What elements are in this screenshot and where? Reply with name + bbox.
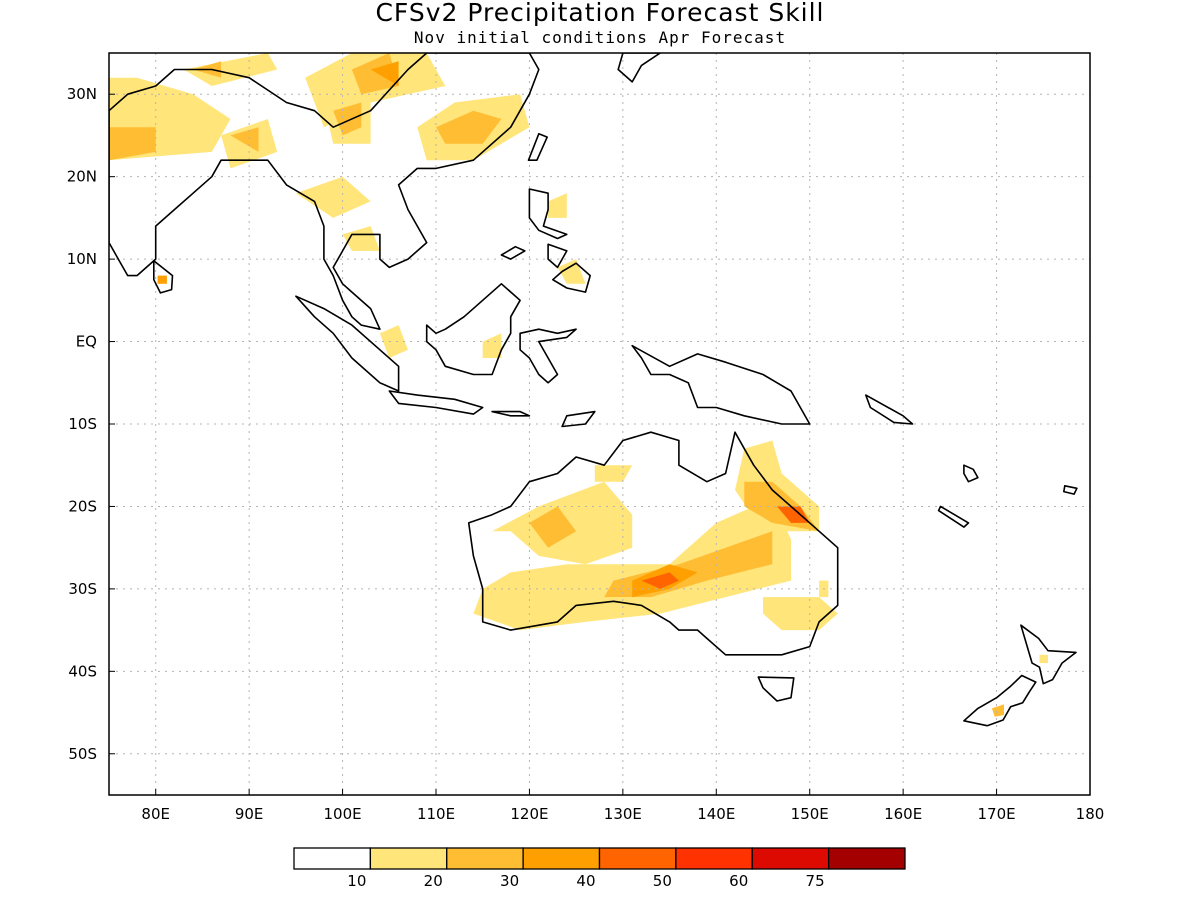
skill-region-16	[548, 193, 567, 218]
skill-region-10	[333, 102, 362, 136]
coastline-5	[519, 328, 577, 384]
lon-tick-label: 90E	[235, 805, 264, 823]
lon-tick-label: 150E	[791, 805, 829, 823]
coastline-9	[467, 431, 839, 656]
skill-region-15	[379, 325, 408, 358]
lat-tick-label: 30S	[68, 580, 97, 598]
colorbar: 10 20 30 40 50 60 75	[293, 847, 906, 890]
colorbar-label: 50	[653, 872, 672, 890]
skill-region-32	[1039, 654, 1048, 664]
coastline-20	[937, 505, 970, 528]
skill-region-22	[473, 498, 791, 631]
coastline-22	[617, 53, 662, 83]
colorbar-swatch-5	[675, 847, 753, 870]
coastlines	[109, 53, 1078, 727]
skill-region-2	[183, 53, 278, 86]
coastline-13	[527, 133, 549, 161]
lat-tick-label: 10S	[68, 415, 97, 433]
longitude-axis: 80E 90E 100E 110E 120E 130E 140E 150E 160E 170E 18…	[141, 789, 1104, 823]
skill-region-14	[342, 226, 380, 251]
colorbar-label: 20	[424, 872, 443, 890]
coastline-14	[528, 188, 568, 240]
coastline-21	[1063, 484, 1078, 495]
coastline-7	[491, 410, 531, 417]
coastline-6	[631, 344, 811, 425]
lat-tick-label: 20S	[68, 497, 97, 515]
colorbar-swatch-7	[827, 847, 906, 870]
skill-region-17	[557, 259, 586, 284]
skill-region-1	[109, 127, 156, 161]
skill-region-13	[295, 176, 371, 218]
coastline-18	[864, 394, 914, 425]
skill-region-12	[436, 110, 502, 144]
lat-tick-label: 30N	[67, 85, 97, 103]
map-title: CFSv2 Precipitation Forecast Skill	[375, 0, 825, 27]
coastline-12	[963, 674, 1037, 727]
coastline-11	[1020, 624, 1077, 685]
latitude-axis: 30N 20N 10N EQ 10S 20S 30S 40S 50S	[67, 85, 115, 763]
skill-region-7	[351, 53, 399, 95]
lon-tick-label: 80E	[141, 805, 170, 823]
skill-region-21	[529, 506, 577, 548]
lon-tick-label: 120E	[510, 805, 548, 823]
lon-tick-label: 140E	[697, 805, 735, 823]
skill-region-19	[157, 275, 167, 284]
coastline-3	[388, 390, 484, 415]
skill-region-25	[641, 572, 679, 589]
coastline-19	[963, 464, 979, 483]
lat-tick-label: 20N	[67, 168, 97, 186]
colorbar-swatch-6	[751, 847, 830, 870]
map-subtitle: Nov initial conditions Apr Forecast	[413, 28, 787, 47]
colorbar-label: 10	[347, 872, 366, 890]
skill-region-8	[370, 61, 399, 86]
coastline-10	[757, 676, 795, 702]
coastline-0	[109, 53, 540, 331]
colorbar-label: 30	[500, 872, 519, 890]
coastline-16	[551, 262, 592, 293]
lon-tick-label: 110E	[417, 805, 455, 823]
skill-shading	[109, 53, 1048, 717]
lon-tick-label: 100E	[324, 805, 362, 823]
lon-tick-label: 130E	[604, 805, 642, 823]
colorbar-swatch-3	[522, 847, 601, 870]
lat-tick-label: 10N	[67, 250, 97, 268]
colorbar-label: 40	[576, 872, 595, 890]
coastline-17	[500, 245, 526, 260]
colorbar-swatch-2	[446, 847, 524, 870]
skill-region-28	[777, 506, 810, 523]
lon-tick-label: 170E	[978, 805, 1016, 823]
lat-tick-label: 50S	[68, 745, 97, 763]
coastline-8	[561, 410, 596, 428]
colorbar-label: 75	[806, 872, 825, 890]
skill-region-18	[482, 333, 502, 358]
skill-region-33	[991, 704, 1004, 717]
coastline-4	[425, 282, 521, 376]
lat-tick-label: 40S	[68, 662, 97, 680]
coastline-2	[295, 295, 400, 392]
coastline-1	[153, 259, 174, 294]
lon-tick-label: 160E	[884, 805, 922, 823]
skill-region-29	[594, 465, 633, 482]
skill-region-5	[230, 127, 259, 152]
colorbar-swatch-0	[293, 847, 372, 870]
lat-tick-label: EQ	[76, 333, 97, 351]
coastline-15	[547, 243, 568, 269]
colorbar-swatch-1	[369, 847, 448, 870]
lon-tick-label: 180	[1076, 805, 1105, 823]
colorbar-label: 60	[729, 872, 748, 890]
colorbar-swatch-4	[598, 847, 677, 870]
